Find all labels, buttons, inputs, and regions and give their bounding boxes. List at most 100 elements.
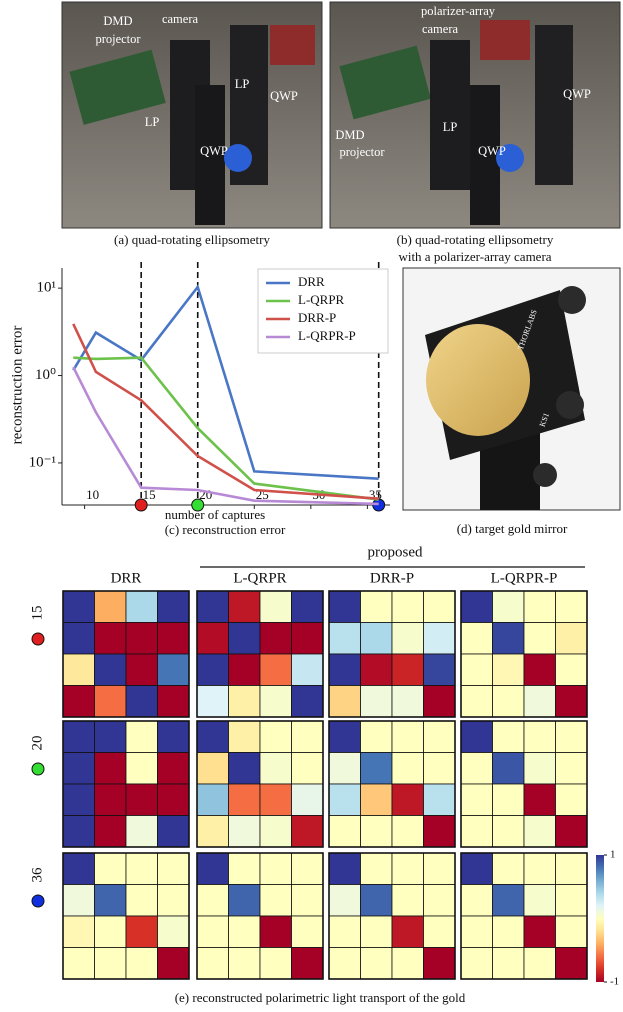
heatmap-cell — [556, 784, 588, 816]
photo-label: QWP — [200, 144, 228, 158]
heatmap-cell — [461, 591, 493, 623]
heatmap-cell — [392, 853, 424, 885]
photo-label: projector — [339, 145, 385, 159]
heatmap-cell — [126, 916, 158, 948]
heatmap-cell — [329, 853, 361, 885]
heatmap-cell — [461, 753, 493, 785]
heatmap-cell — [493, 885, 525, 917]
heatmap-cell — [63, 721, 95, 753]
heatmap-cell — [158, 784, 190, 816]
heatmap-cell — [424, 721, 456, 753]
heatmap-cell — [95, 816, 127, 848]
heatmap-cell — [524, 948, 556, 980]
photo-label: QWP — [563, 87, 591, 101]
heatmap-cell — [424, 853, 456, 885]
heatmap-cell — [493, 623, 525, 655]
caption: (c) reconstruction error — [165, 522, 286, 537]
photo-label: QWP — [478, 144, 506, 158]
heatmap-cell — [329, 784, 361, 816]
heatmap-cell — [126, 721, 158, 753]
heatmap-cell — [197, 753, 229, 785]
photo-label: camera — [422, 22, 459, 36]
heatmap-cell — [556, 654, 588, 686]
heatmap-cell — [524, 916, 556, 948]
heatmap-cell — [292, 784, 324, 816]
heatmap-cell — [424, 784, 456, 816]
heatmap-cell — [392, 784, 424, 816]
photo-d — [403, 268, 620, 510]
heatmap-cell — [424, 916, 456, 948]
heatmap-cell — [260, 721, 292, 753]
heatmap-cell — [158, 948, 190, 980]
heatmap-cell — [361, 654, 393, 686]
heatmap-cell — [361, 753, 393, 785]
heatmap-cell — [197, 623, 229, 655]
heatmap-cell — [95, 753, 127, 785]
heatmap-cell — [556, 853, 588, 885]
heatmap-cell — [556, 686, 588, 718]
heatmap-cell — [461, 686, 493, 718]
heatmap-cell — [197, 784, 229, 816]
heatmap-cell — [493, 686, 525, 718]
caption: (d) target gold mirror — [457, 521, 568, 536]
heatmap-cell — [556, 948, 588, 980]
caption: with a polarizer-array camera — [398, 249, 551, 264]
heatmap-cell — [158, 623, 190, 655]
column-header: DRR-P — [370, 570, 414, 586]
heatmap-cell — [197, 721, 229, 753]
heatmap-cell — [329, 816, 361, 848]
heatmap-cell — [229, 753, 261, 785]
heatmap-cell — [126, 853, 158, 885]
heatmap-cell — [361, 784, 393, 816]
heatmap-cell — [424, 753, 456, 785]
heatmap-cell — [292, 816, 324, 848]
heatmap-cell — [461, 885, 493, 917]
heatmap-cell — [392, 816, 424, 848]
heatmap-cell — [95, 591, 127, 623]
heatmap-cell — [361, 623, 393, 655]
heatmap-cell — [329, 623, 361, 655]
heatmap-cell — [493, 916, 525, 948]
heatmap-cell — [260, 623, 292, 655]
photo-label: camera — [162, 12, 199, 26]
heatmap-cell — [392, 753, 424, 785]
heatmap-cell — [361, 591, 393, 623]
photo-label: DMD — [103, 14, 132, 28]
row-label: 20 — [29, 736, 45, 751]
heatmap-cell — [392, 623, 424, 655]
heatmap-cell — [461, 623, 493, 655]
heatmap-cell — [126, 948, 158, 980]
legend-label: L-QRPR-P — [298, 328, 356, 343]
heatmap-cell — [524, 816, 556, 848]
heatmap-cell — [392, 948, 424, 980]
heatmap-cell — [158, 721, 190, 753]
figure: DMDprojectorcameraLPQWPLPQWP(a) quad-rot… — [0, 0, 623, 1012]
heatmap-cell — [292, 654, 324, 686]
heatmap-cell — [461, 816, 493, 848]
heatmap-cell — [556, 916, 588, 948]
heatmap-cell — [197, 591, 229, 623]
heatmap-cell — [95, 885, 127, 917]
heatmap-cell — [424, 623, 456, 655]
heatmap-cell — [424, 654, 456, 686]
heatmap-cell — [63, 853, 95, 885]
heatmap-cell — [556, 721, 588, 753]
heatmap-cell — [126, 753, 158, 785]
colorbar-label: 1 — [610, 849, 616, 861]
heatmap-cell — [524, 591, 556, 623]
photo-label: projector — [95, 32, 141, 46]
heatmap-cell — [126, 591, 158, 623]
heatmap-cell — [329, 721, 361, 753]
heatmap-cell — [329, 686, 361, 718]
heatmap-cell — [63, 654, 95, 686]
heatmap-cell — [95, 784, 127, 816]
heatmap-cell — [229, 721, 261, 753]
heatmap-cell — [424, 591, 456, 623]
heatmap-cell — [493, 948, 525, 980]
photo-b — [330, 2, 620, 228]
y-tick-label: 10⁻¹ — [29, 454, 56, 470]
y-tick-label: 10⁰ — [35, 367, 56, 383]
heatmap-cell — [461, 948, 493, 980]
column-header: L-QRPR — [233, 570, 286, 586]
heatmap-cell — [493, 591, 525, 623]
